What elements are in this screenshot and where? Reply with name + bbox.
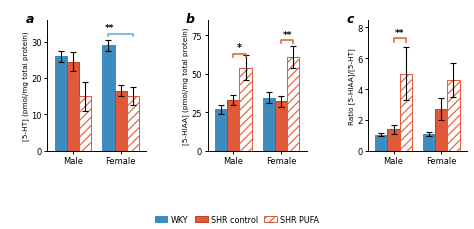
Text: **: ** — [283, 30, 292, 39]
Legend: WKY, SHR control, SHR PUFA: WKY, SHR control, SHR PUFA — [151, 212, 323, 227]
Bar — [423, 134, 435, 151]
Bar — [447, 81, 460, 151]
Bar — [400, 74, 412, 151]
Bar — [239, 68, 252, 151]
Text: a: a — [26, 13, 34, 26]
Bar — [375, 135, 388, 151]
Y-axis label: Ratio [5-HIAA]/[5-HT]: Ratio [5-HIAA]/[5-HT] — [348, 48, 355, 124]
Bar — [55, 57, 67, 151]
Bar — [388, 130, 400, 151]
Text: **: ** — [104, 24, 114, 33]
Bar — [79, 97, 91, 151]
Bar — [215, 110, 227, 151]
Bar — [275, 102, 287, 151]
Text: **: ** — [395, 29, 404, 38]
Y-axis label: [5-HT] (pmol/mg total protein): [5-HT] (pmol/mg total protein) — [22, 31, 29, 140]
Bar — [127, 97, 139, 151]
Bar — [227, 101, 239, 151]
Bar — [102, 46, 115, 151]
Text: c: c — [346, 13, 354, 26]
Bar — [287, 57, 299, 151]
Bar — [263, 98, 275, 151]
Text: *: * — [237, 43, 242, 53]
Bar — [67, 62, 79, 151]
Y-axis label: [5-HIAA] (pmol/mg total protein): [5-HIAA] (pmol/mg total protein) — [182, 27, 190, 144]
Text: b: b — [186, 13, 195, 26]
Bar — [435, 110, 447, 151]
Bar — [115, 91, 127, 151]
